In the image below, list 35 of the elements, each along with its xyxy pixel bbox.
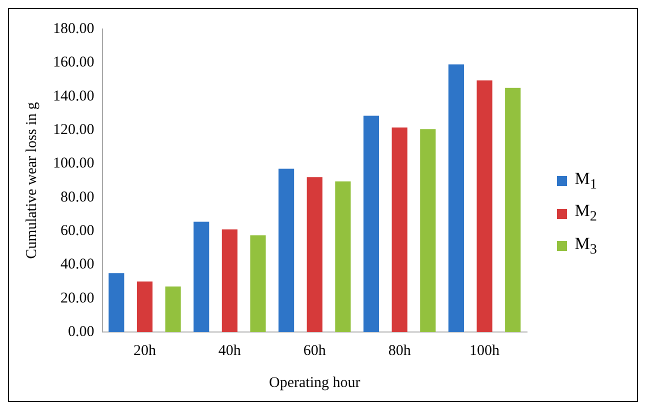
bar [136, 282, 153, 332]
y-tick-label: 0.00 [68, 324, 94, 340]
bar [250, 235, 266, 332]
bar [306, 177, 322, 332]
x-tick-label: 100h [470, 342, 500, 359]
y-tick-label: 100.00 [53, 156, 94, 172]
bar [420, 129, 436, 332]
x-tick-label: 60h [303, 342, 326, 359]
bar [505, 88, 521, 332]
bar [448, 64, 464, 332]
bar [335, 181, 351, 332]
y-tick-label: 160.00 [53, 54, 94, 71]
bar [363, 116, 380, 332]
legend-label: M$_{3}$ [574, 234, 597, 258]
y-axis-title: Cumulative wear loss in g [24, 102, 40, 259]
bar [476, 80, 492, 332]
y-tick-label: 20.00 [60, 290, 94, 306]
x-axis-title: Operating hour [269, 374, 360, 391]
bar [108, 273, 124, 332]
y-tick-label: 120.00 [53, 122, 94, 138]
y-tick-label: 80.00 [60, 189, 94, 206]
bar [165, 286, 181, 332]
legend-label: M$_{2}$ [574, 201, 597, 226]
bar [278, 168, 294, 332]
x-tick-label: 20h [133, 342, 156, 359]
y-tick-label: 40.00 [60, 256, 94, 273]
y-tick-label: 140.00 [53, 88, 94, 104]
bar [222, 229, 238, 332]
y-tick-label: 60.00 [60, 222, 94, 239]
legend-label: M$_{1}$ [574, 169, 597, 194]
x-tick-label: 80h [388, 342, 412, 359]
bar [194, 222, 210, 332]
bar [392, 127, 408, 332]
y-tick-label: 180.00 [53, 20, 94, 37]
x-tick-label: 40h [218, 342, 242, 359]
